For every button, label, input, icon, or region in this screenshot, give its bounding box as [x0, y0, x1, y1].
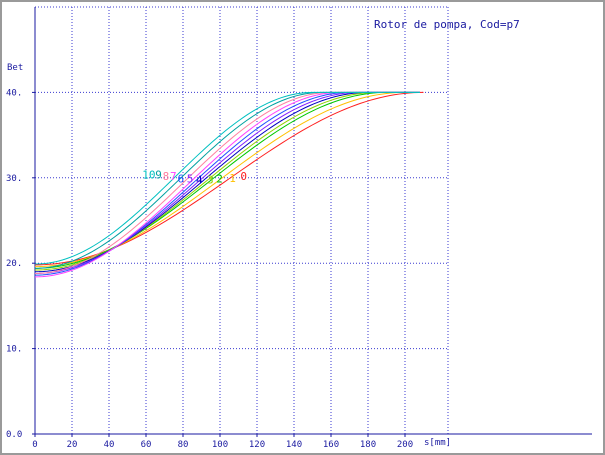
x-tick-label-0: 0	[32, 440, 37, 450]
x-tick-label-20: 20	[67, 440, 78, 450]
x-tick-label-160: 160	[323, 440, 339, 450]
x-tick-label-80: 80	[178, 440, 189, 450]
x-tick-label-140: 140	[286, 440, 302, 450]
series-label-8: 8	[163, 170, 170, 183]
y-axis-label: Bet	[7, 63, 23, 73]
series-line-10	[34, 91, 420, 265]
x-tick-label-120: 120	[249, 440, 265, 450]
y-tick-label-30: 30.	[6, 174, 22, 184]
x-tick-label-200: 200	[397, 440, 413, 450]
series-line-7	[34, 91, 420, 278]
tick-labels: 0 20 40 60 80 100 120 140 160 180 2000.010.20.30.4…	[6, 88, 413, 450]
y-tick-label-10: 10.	[6, 345, 22, 355]
y-tick-label-20: 20.	[6, 259, 22, 269]
series-label-3: 3	[207, 174, 214, 187]
y-tick-label-40: 40.	[6, 88, 22, 98]
series-label-0: 0	[240, 170, 247, 183]
series-line-6	[34, 91, 420, 276]
series-label-5: 5	[187, 173, 194, 186]
x-axis-label: s[mm]	[424, 438, 451, 448]
series-lines	[34, 91, 424, 278]
series-line-3	[34, 91, 420, 271]
x-tick-label-60: 60	[141, 440, 152, 450]
series-label-4: 4	[196, 174, 203, 187]
series-label-1: 1	[229, 172, 236, 185]
series-label-7: 7	[170, 170, 177, 183]
series-line-9	[34, 91, 420, 269]
x-tick-label-40: 40	[104, 440, 115, 450]
chart-title: Rotor de pompa, Cod=p7	[374, 18, 520, 31]
series-label-9: 9	[155, 168, 162, 181]
axes	[32, 7, 592, 437]
series-label-2: 2	[216, 173, 223, 186]
series-line-8	[34, 91, 420, 274]
grid	[35, 6, 449, 434]
series-label-6: 6	[177, 173, 184, 186]
series-label-10: 10	[142, 168, 155, 181]
series-line-4	[34, 91, 420, 273]
x-tick-label-100: 100	[212, 440, 228, 450]
series-line-5	[34, 91, 420, 274]
y-tick-label-0: 0.0	[6, 430, 22, 440]
x-tick-label-180: 180	[360, 440, 376, 450]
